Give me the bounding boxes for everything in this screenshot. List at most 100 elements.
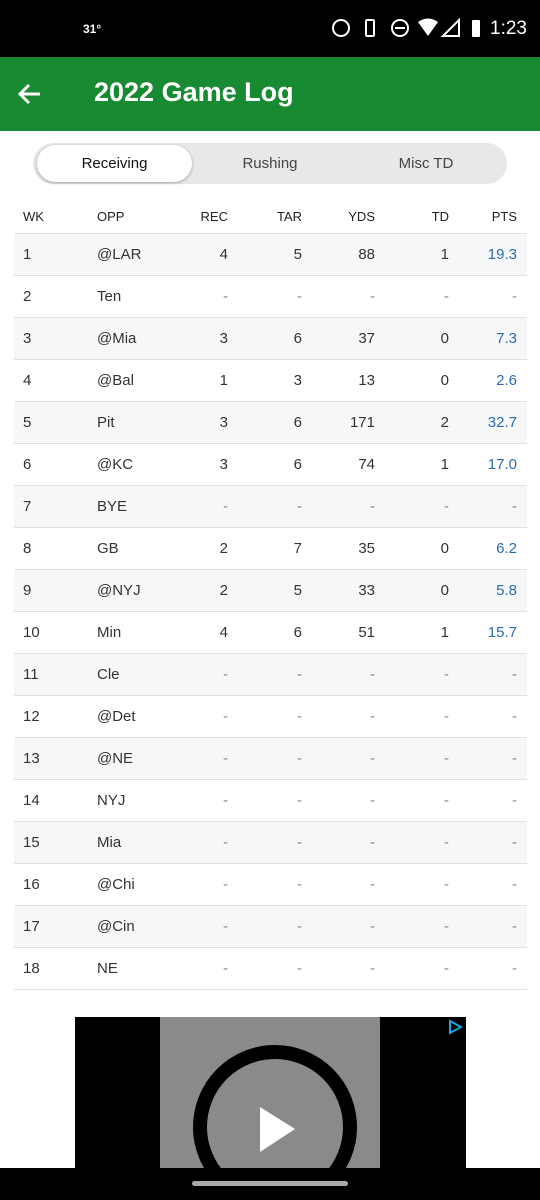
table-cell: @Chi [97,876,135,893]
table-cell: 33 [358,582,375,599]
table-cell: - [512,834,517,851]
table-cell: 13 [358,372,375,389]
table-cell: - [223,288,228,305]
table-cell: 17.0 [487,456,517,473]
table-cell: 74 [358,456,375,473]
table-cell: 15.7 [487,624,517,641]
table-row [14,864,527,906]
table-cell: 2.6 [496,372,517,389]
table-cell: Ten [97,288,122,305]
nav-bar [0,1168,540,1200]
table-row [14,486,527,528]
status-icons [332,17,480,37]
table-cell: 7 [23,498,32,515]
table-cell: Pit [97,414,115,431]
table-cell: 3 [219,414,228,431]
table-cell: 2 [23,288,32,305]
table-cell: GB [97,540,119,557]
table-cell: 12 [23,708,40,725]
table-row [14,696,527,738]
home-handle[interactable] [192,1181,348,1186]
table-cell: - [370,288,375,305]
table-cell: 5 [293,246,302,263]
table-cell: NE [97,960,118,977]
table-cell: 0 [440,330,449,347]
table-cell: 5 [23,414,32,431]
table-cell: - [370,834,375,851]
table-cell: 51 [358,624,375,641]
table-cell: @NE [97,750,134,767]
table-cell: 3 [219,456,228,473]
table-cell: - [444,666,449,683]
table-cell: - [370,918,375,935]
table-cell: - [444,498,449,515]
table-row [14,234,527,276]
table-cell: - [223,876,228,893]
table-cell: - [512,666,517,683]
tab[interactable]: Receiving [37,145,192,182]
table-cell: - [512,498,517,515]
table-cell: 171 [349,414,375,431]
table-cell: - [223,918,228,935]
table-cell: 17 [23,918,40,935]
table-cell: Cle [97,666,120,683]
table-cell: NYJ [97,792,126,809]
ad-choices[interactable] [447,1019,463,1035]
table-cell: - [512,750,517,767]
table-cell: 2 [440,414,449,431]
table-cell: - [370,876,375,893]
table-cell: Mia [97,834,122,851]
table-cell: 5.8 [496,582,517,599]
table-cell: - [512,708,517,725]
table-cell: - [512,960,517,977]
table-cell: 88 [358,246,375,263]
temperature: 31° [83,22,102,36]
table-cell: 1 [440,624,449,641]
table-cell: 35 [358,540,375,557]
table-cell: 0 [440,540,449,557]
table-cell: 2 [219,582,228,599]
table-cell: 3 [23,330,32,347]
table-cell: - [223,666,228,683]
table-cell: - [297,708,302,725]
table-cell: @Det [97,708,136,725]
table-row [14,360,527,402]
table-row [14,948,527,990]
table-cell: 2 [219,540,228,557]
table-cell: - [370,708,375,725]
table-cell: 6 [293,414,302,431]
table-cell: - [223,708,228,725]
tab[interactable]: Rushing [242,155,298,172]
clock: 1:23 [490,18,527,39]
table-cell: - [370,666,375,683]
table-cell: 1 [440,456,449,473]
table-cell: 3 [219,330,228,347]
column-header: WK [23,209,44,224]
table-cell: 1 [440,246,449,263]
table-cell: - [223,960,228,977]
table-cell: 18 [23,960,40,977]
table-cell: - [370,960,375,977]
table-cell: @KC [97,456,134,473]
back-button[interactable] [16,81,42,107]
table-cell: - [444,750,449,767]
table-cell: 4 [219,246,228,263]
table-cell: - [444,918,449,935]
table-cell: 0 [440,582,449,599]
table-cell: Min [97,624,122,641]
table-cell: - [370,792,375,809]
table-cell: 4 [219,624,228,641]
table-cell: - [223,750,228,767]
table-cell: 16 [23,876,40,893]
table-cell: - [444,792,449,809]
table-cell: 15 [23,834,40,851]
app-bar: 2022 Game Log [0,57,540,131]
table-cell: 0 [440,372,449,389]
table-cell: 6 [293,624,302,641]
table-cell: - [223,834,228,851]
ad[interactable] [75,1017,466,1177]
table-cell: - [512,792,517,809]
tab[interactable]: Misc TD [398,155,454,172]
table-cell: - [444,876,449,893]
